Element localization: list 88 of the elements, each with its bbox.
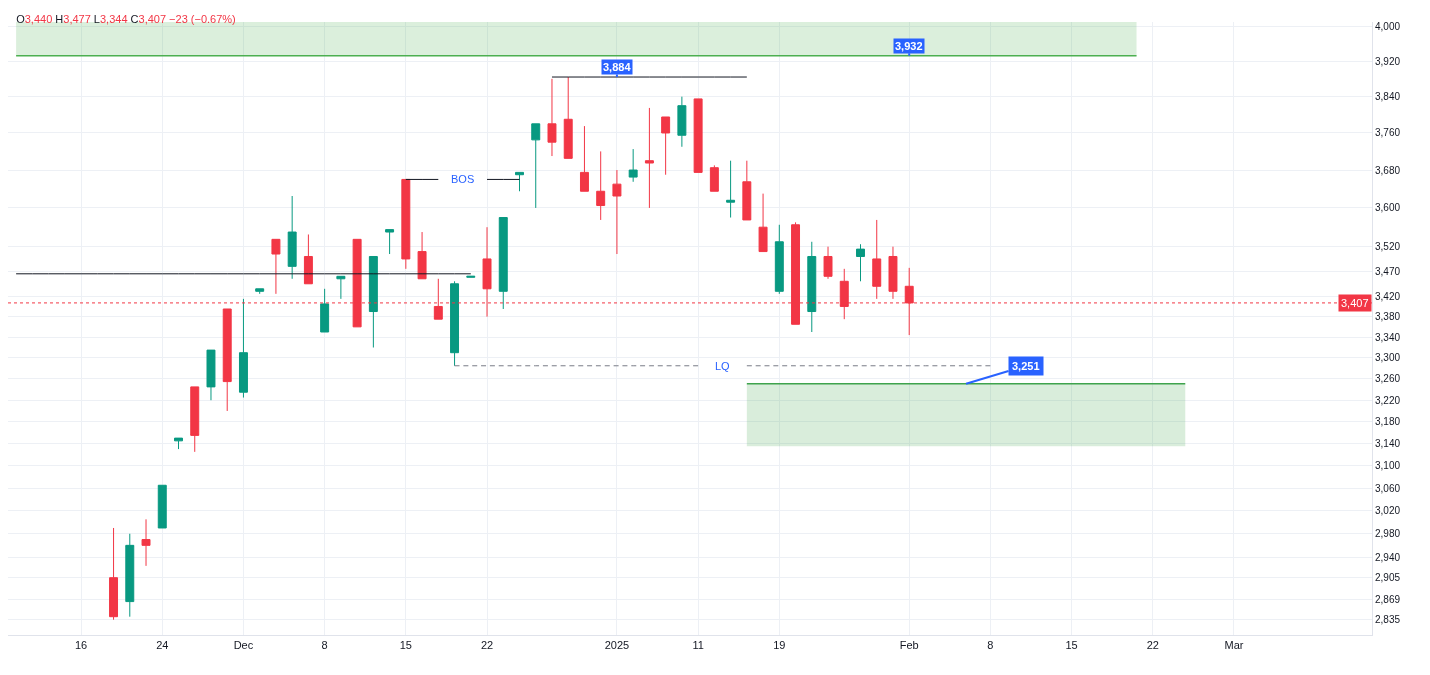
y-tick-label: 3,060 [1375,482,1401,494]
y-tick-label: 3,420 [1375,290,1401,302]
y-tick-label: 3,140 [1375,438,1401,450]
candlestick [807,241,817,333]
candlestick [498,217,508,310]
y-tick-label: 3,380 [1375,311,1401,323]
y-tick-label: 3,300 [1375,352,1401,364]
candlestick [287,195,297,280]
candlestick [531,123,541,209]
y-tick-label: 2,980 [1375,528,1401,540]
x-tick-label: 22 [480,639,494,652]
y-tick-label: 3,340 [1375,331,1401,343]
candlestick [157,484,167,529]
x-tick-label: Mar [1224,639,1244,652]
y-tick-label: 4,000 [1375,20,1401,32]
x-tick-label: 19 [773,639,786,652]
candlestick [515,171,524,192]
candlestick [401,178,411,270]
x-tick-label: 8 [321,639,328,652]
candlestick [336,275,346,300]
candlestick [888,246,898,300]
annotation: 3,932 [895,40,923,52]
x-tick-label: 22 [1146,639,1159,652]
x-tick-label: 2025 [604,639,630,652]
y-tick-label: 3,760 [1375,127,1401,139]
y-tick-label: 3,260 [1375,373,1401,385]
candlestick [417,231,427,280]
candlestick [320,288,330,333]
candlestick [856,243,865,282]
candlestick [661,116,671,176]
candlestick [677,96,687,148]
y-tick-label: 3,600 [1375,202,1401,214]
candlestick [547,78,557,157]
candlestick [109,527,119,621]
candlestick [579,125,589,192]
ref-line-label: 3,407 [1341,297,1369,309]
candlestick [125,533,135,618]
x-tick-label: 15 [399,639,412,652]
candlestick [742,160,752,221]
y-tick-label: 3,020 [1375,505,1401,517]
candlestick [255,288,265,295]
y-tick-label: 3,680 [1375,164,1401,176]
candlestick [709,164,719,192]
candlestick [596,150,606,221]
y-tick-label: 3,180 [1375,416,1401,428]
y-tick-label: 2,869 [1375,593,1401,605]
candlestick [238,298,248,399]
candlestick [141,518,151,567]
candlestick [303,233,313,285]
y-tick-label: 3,840 [1375,91,1401,103]
y-tick-label: 3,520 [1375,241,1401,253]
x-tick-label: 15 [1065,639,1078,652]
y-tick-label: 2,905 [1375,572,1401,584]
x-tick-label: Dec [233,639,254,652]
y-tick-label: 3,470 [1375,265,1401,277]
series-label: BOS [451,173,475,185]
candlestick [450,280,460,367]
candlestick [823,246,833,280]
annotation: 3,884 [603,61,632,73]
x-tick-label: 16 [74,639,88,652]
x-tick-label: 8 [987,639,994,652]
candlestick [563,76,573,159]
candlestick [872,219,882,300]
chart-title: O3,440 H3,477 L3,344 C3,407 −23 (−0.67%) [16,12,236,25]
candlestick [693,98,703,173]
candlestick [222,308,232,412]
candlestick [385,229,395,255]
candlestick [612,169,622,255]
x-tick-label: 11 [692,639,704,652]
candlestick [726,160,736,219]
candlestick [758,193,768,253]
candlestick [190,386,200,453]
candlestick [174,437,183,450]
y-tick-label: 3,220 [1375,394,1401,406]
x-tick-label: 24 [156,639,169,652]
y-tick-label: 2,940 [1375,551,1401,563]
candlestick [774,224,784,295]
series-label: LQ [715,360,731,372]
y-tick-label: 3,920 [1375,55,1401,67]
x-tick-label: Feb [899,639,919,652]
y-tick-label: 3,100 [1375,460,1401,472]
candlestick [368,255,378,348]
candlestick [644,107,654,209]
y-tick-label: 2,835 [1375,614,1401,626]
candlestick [206,349,216,401]
series-label: 3,251 [1012,360,1040,372]
candlestick [628,148,638,183]
candlestick [271,238,281,295]
